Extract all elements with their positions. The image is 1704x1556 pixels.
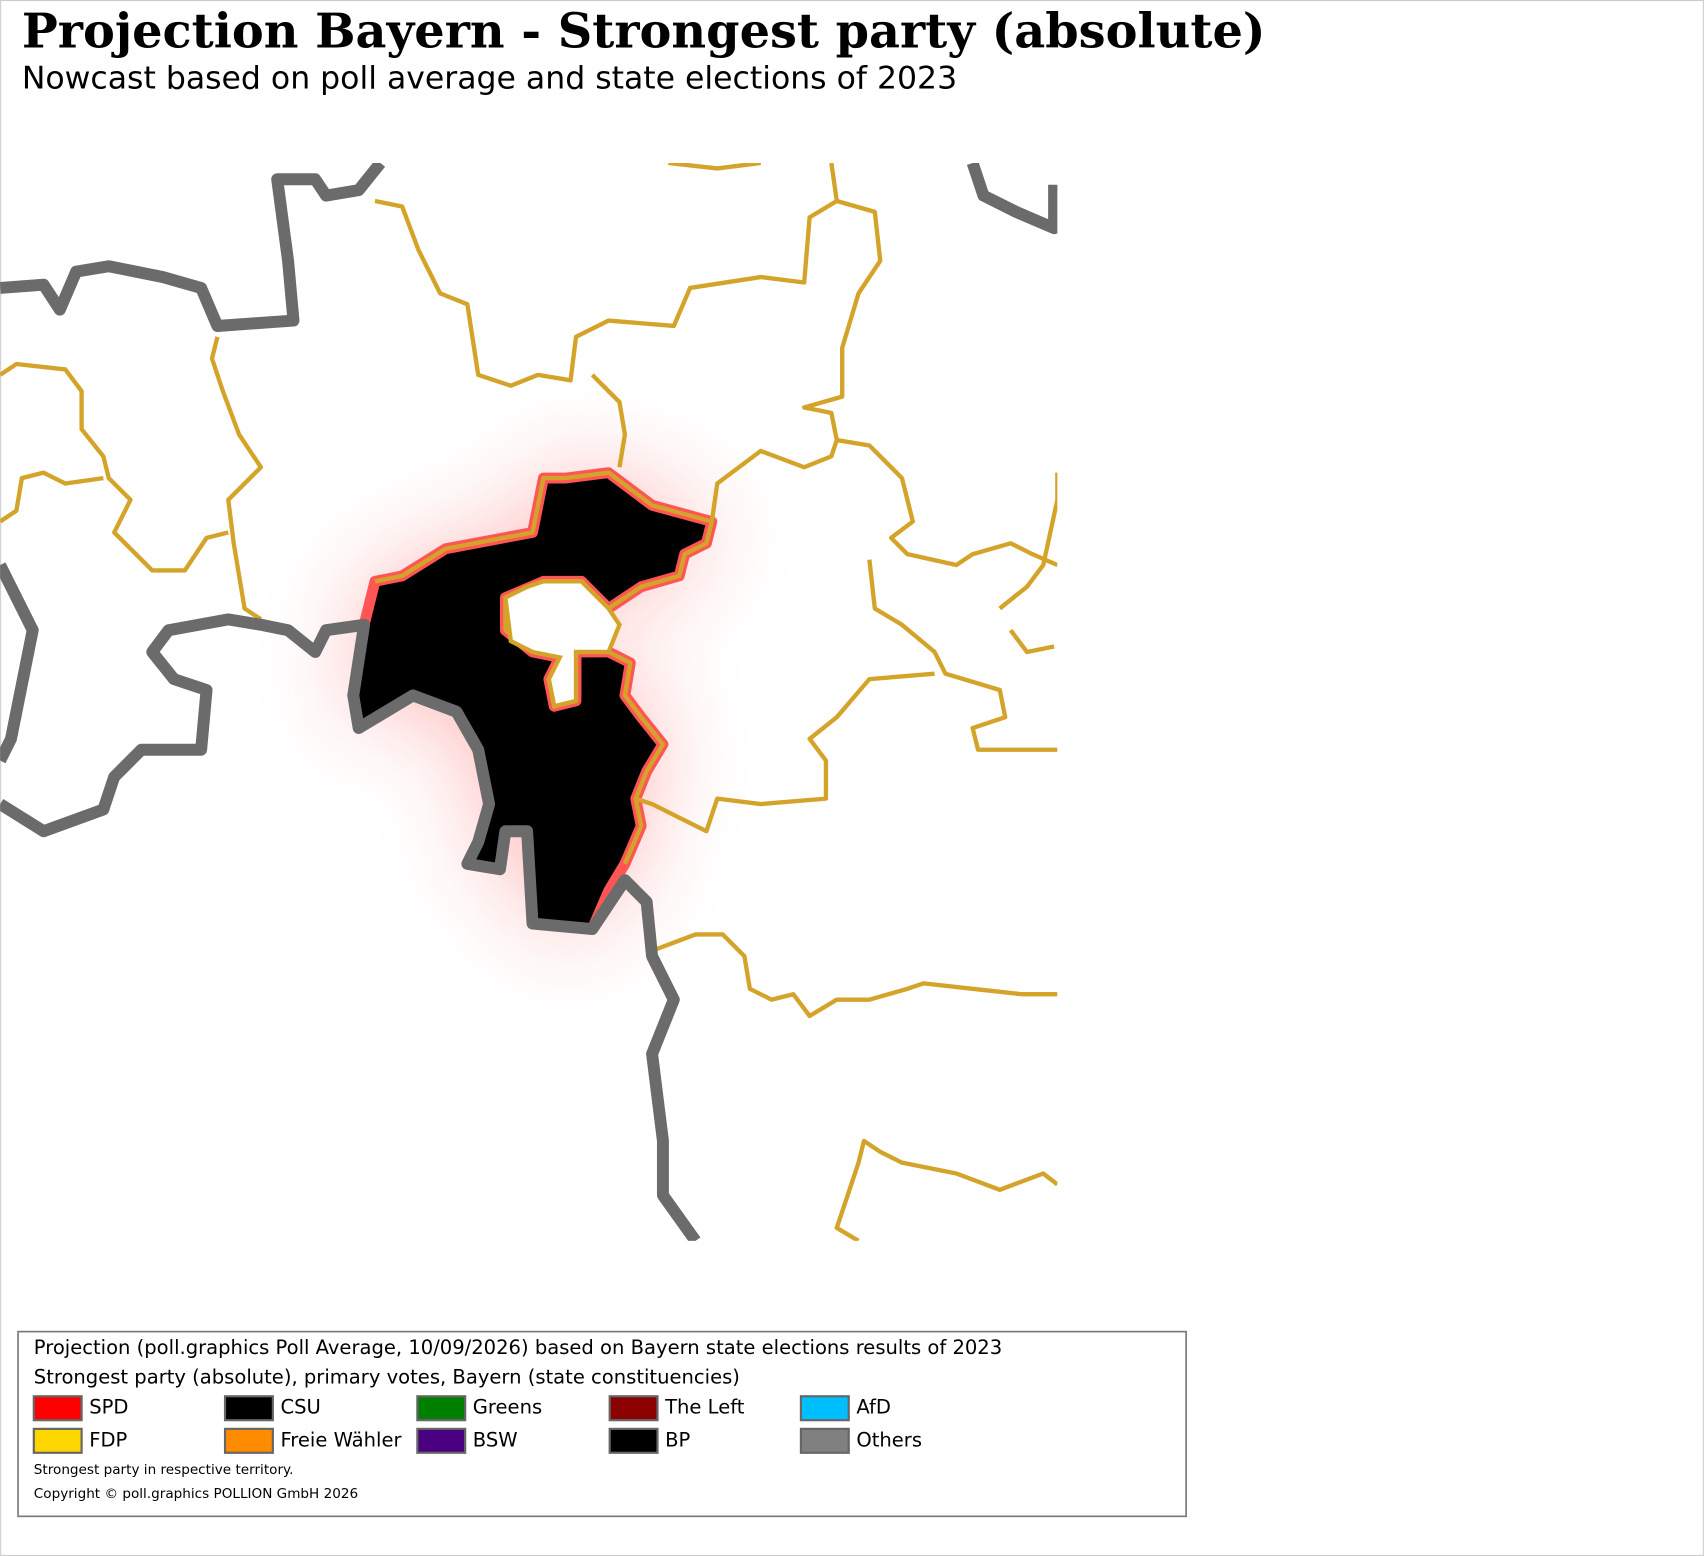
legend-label: AfD <box>856 1396 891 1419</box>
legend-label: The Left <box>664 1396 745 1419</box>
subtitle: Nowcast based on poll average and state … <box>22 60 957 96</box>
legend-swatch <box>608 1427 659 1454</box>
legend-swatch <box>416 1427 467 1454</box>
title: Projection Bayern - Strongest party (abs… <box>22 3 1266 59</box>
copyright: Copyright © poll.graphics POLLION GmbH 2… <box>34 1486 358 1502</box>
legend-label: SPD <box>89 1396 128 1419</box>
state-border <box>0 162 1058 1241</box>
legend-label: FDP <box>89 1428 127 1451</box>
legend-swatch <box>608 1395 659 1422</box>
legend-swatch <box>32 1395 83 1422</box>
legend-swatch <box>223 1427 274 1454</box>
legend-swatch <box>799 1427 850 1454</box>
legend-label: Freie Wähler <box>280 1428 402 1451</box>
legend-entries: SPD CSU Greens The Left AfD FDP Freie Wähler BS… <box>32 1395 922 1454</box>
gold-boundaries <box>0 162 1058 1241</box>
legend-label: Greens <box>473 1396 542 1419</box>
legend-box <box>17 1330 1187 1518</box>
legend-subheading: Strongest party (absolute), primary vote… <box>34 1365 740 1388</box>
legend-label: Others <box>856 1428 922 1451</box>
legend-swatch <box>416 1395 467 1422</box>
legend-note: Strongest party in respective territory. <box>34 1462 294 1478</box>
legend-heading: Projection (poll.graphics Poll Average, … <box>34 1336 1002 1359</box>
legend-label: BP <box>665 1428 690 1451</box>
constituency <box>503 579 622 709</box>
legend-label: CSU <box>280 1396 320 1419</box>
map-area <box>0 162 1058 1241</box>
legend-label: BSW <box>473 1428 518 1451</box>
legend-swatch <box>223 1395 274 1422</box>
legend-swatch <box>32 1427 83 1454</box>
legend-swatch <box>799 1395 850 1422</box>
